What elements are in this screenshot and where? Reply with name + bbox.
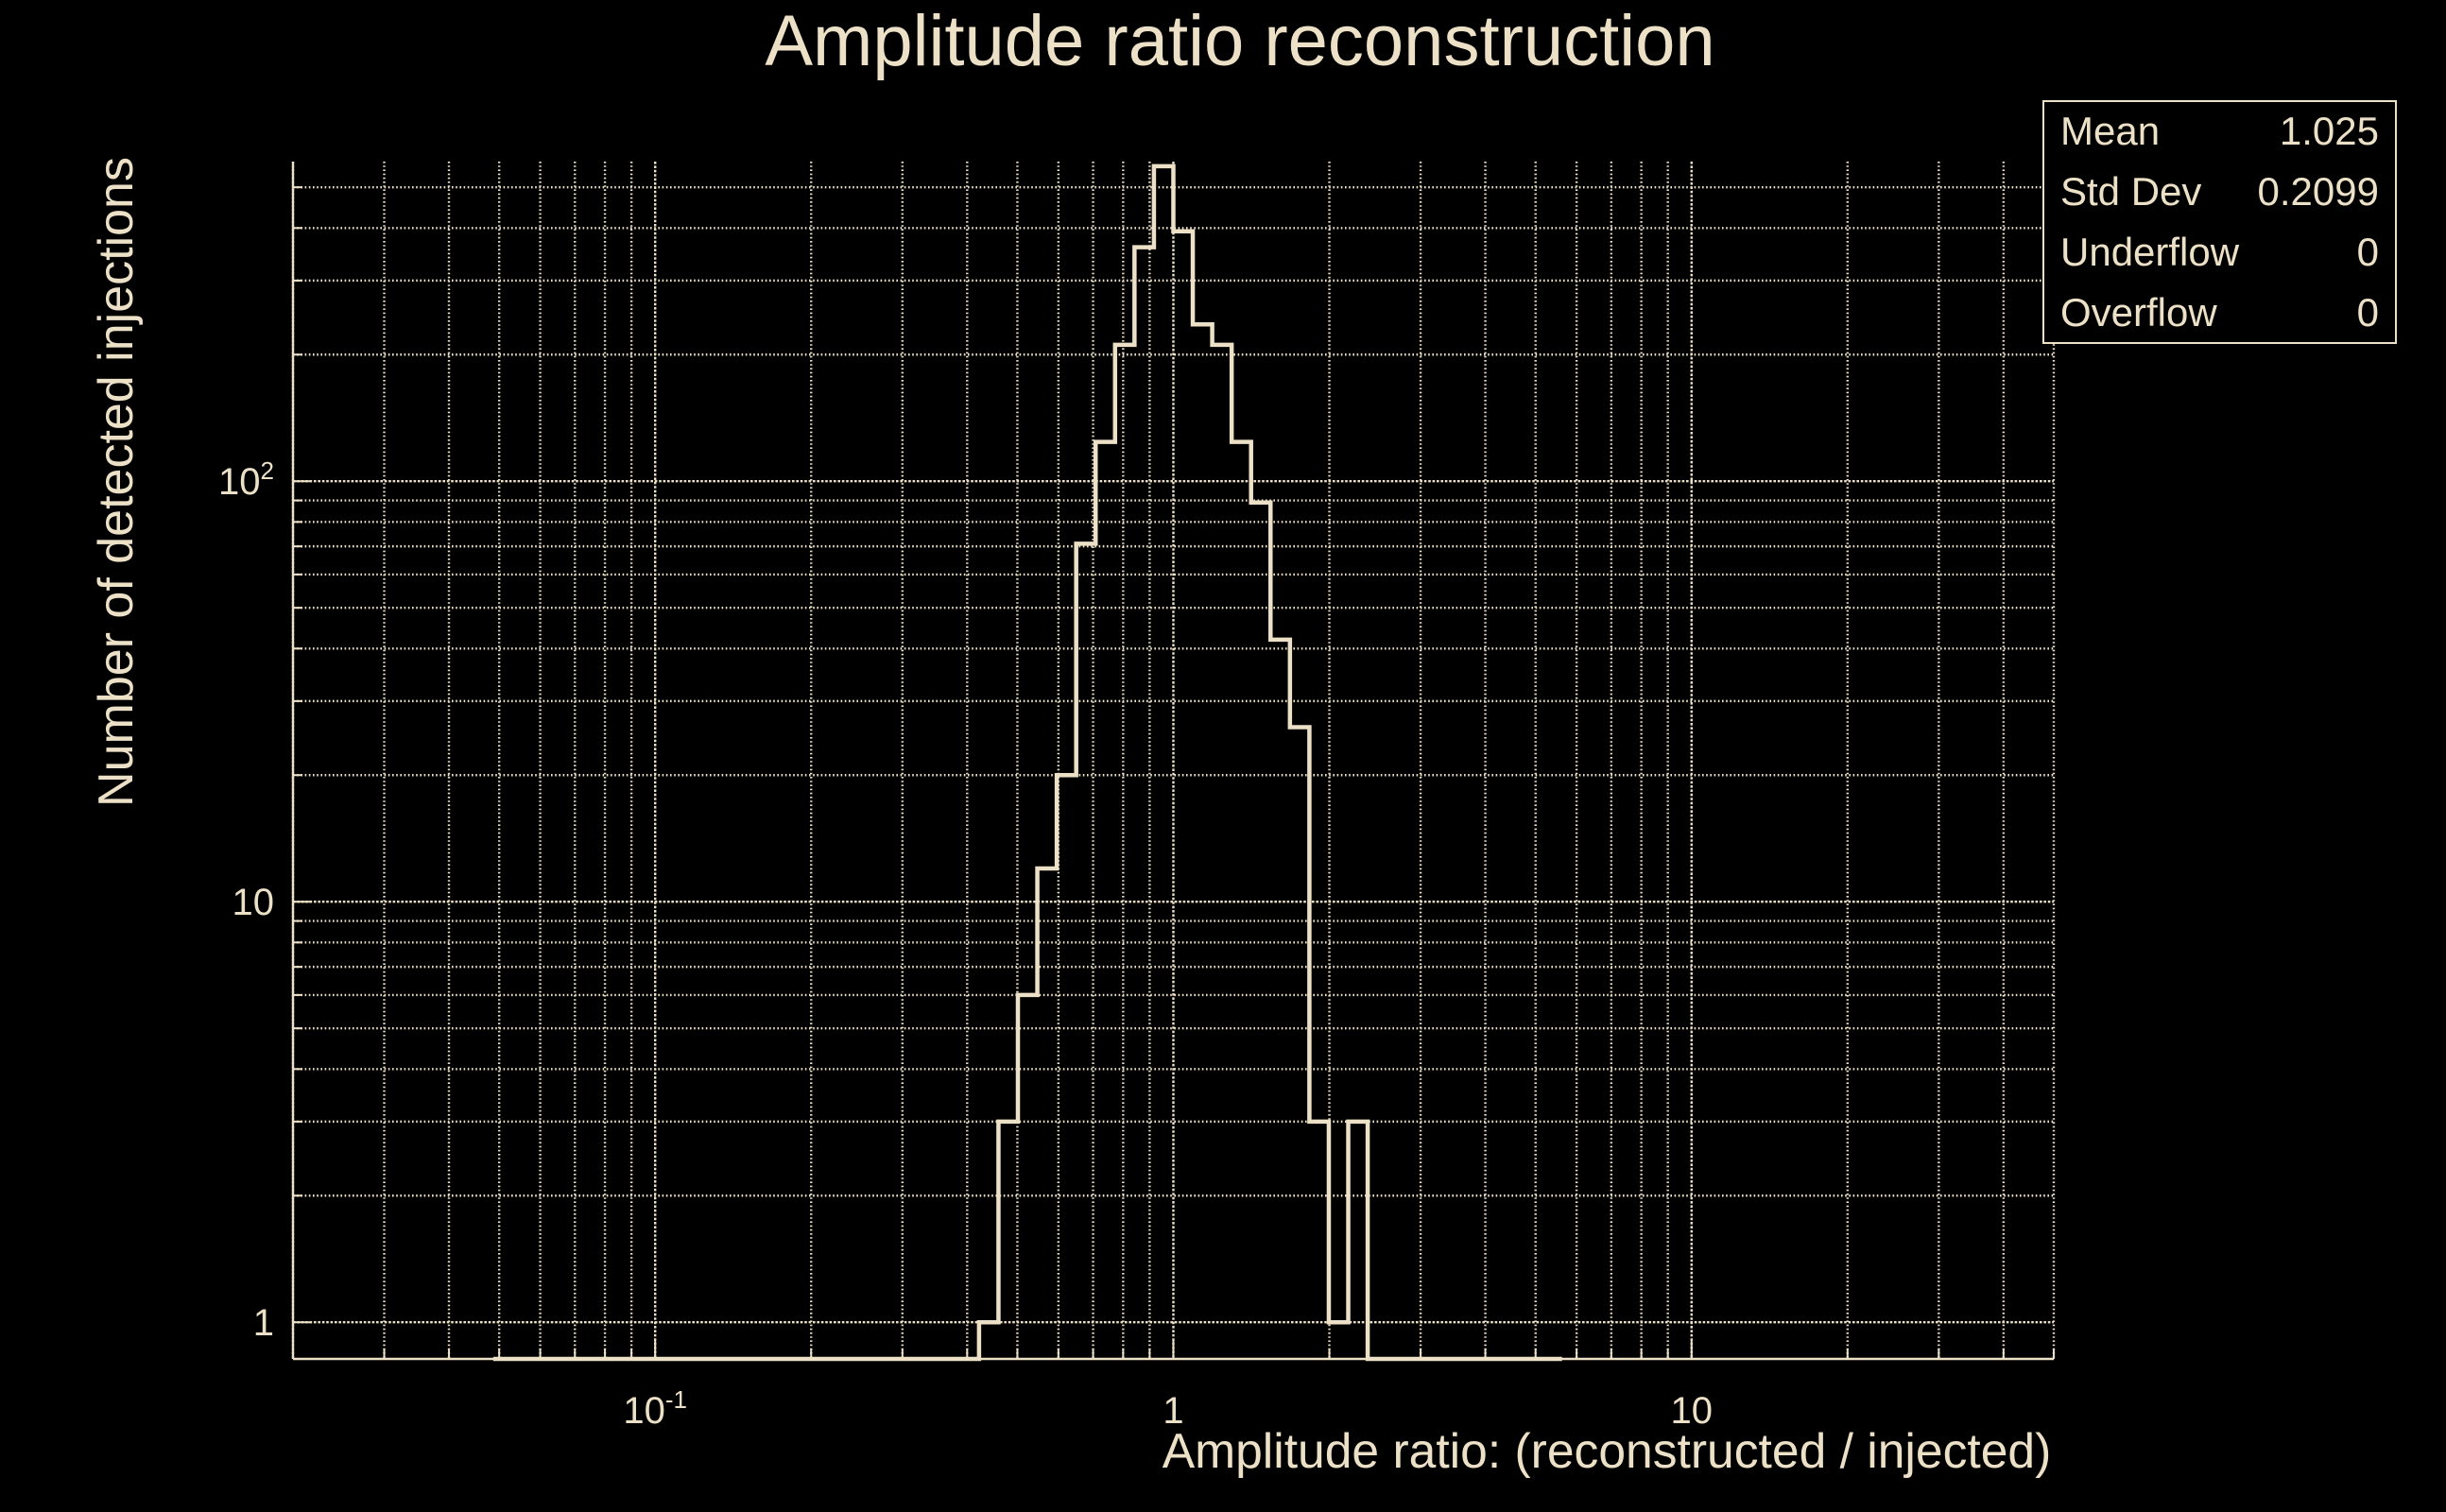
svg-text:0: 0 [2357,290,2379,335]
svg-text:0.2099: 0.2099 [2258,169,2379,214]
svg-text:1: 1 [253,1302,274,1344]
svg-text:10: 10 [233,882,275,923]
svg-text:Overflow: Overflow [2060,290,2217,335]
svg-text:0: 0 [2357,230,2379,274]
svg-text:Mean: Mean [2060,109,2160,153]
svg-text:1.025: 1.025 [2280,109,2379,153]
svg-text:Amplitude ratio: (reconstructe: Amplitude ratio: (reconstructed / inject… [1163,1423,2052,1478]
svg-text:Std Dev: Std Dev [2060,169,2201,214]
svg-text:Number of detected injections: Number of detected injections [89,157,144,807]
svg-text:Underflow: Underflow [2060,230,2240,274]
svg-text:Amplitude ratio reconstruction: Amplitude ratio reconstruction [765,1,1714,81]
